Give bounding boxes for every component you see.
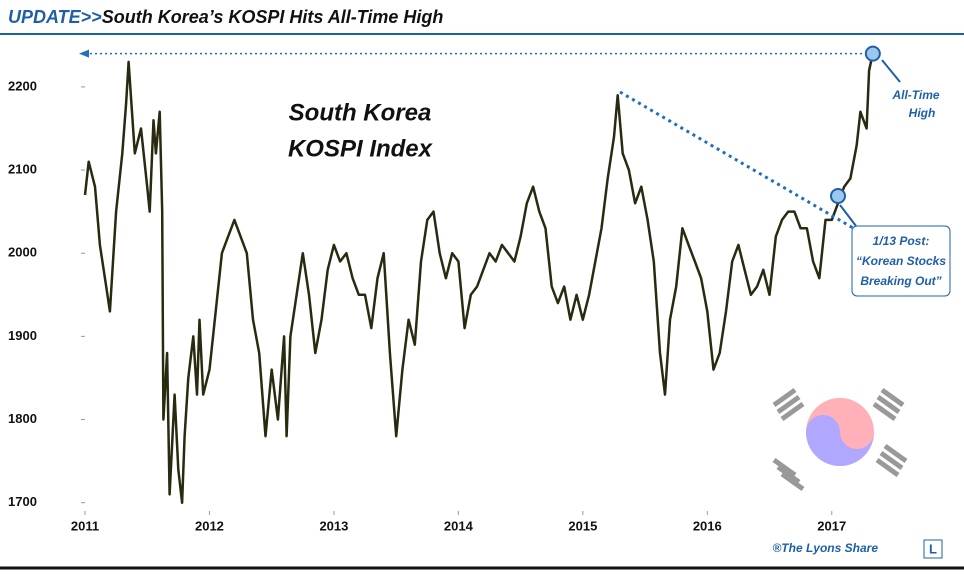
y-tick-label: 2200 [8,78,37,93]
title-text: South Korea’s KOSPI Hits All-Time High [102,7,444,27]
price-line [83,53,875,504]
post-box [851,225,951,297]
y-tick-label: 1900 [8,328,37,343]
post-marker [830,188,846,204]
post-annotation: 1/13 Post: [873,234,930,248]
logo: L [929,541,937,556]
y-tick-label: 1700 [8,494,37,509]
subtitle: South Korea [289,99,432,126]
taeguk-lower [806,415,874,466]
trigrams [772,387,908,492]
title-prefix: UPDATE>> [8,7,102,27]
ath-annotation: All-Time [891,88,939,102]
high-arrow [79,49,89,58]
x-tick-label: 2011 [71,518,99,533]
x-tick-label: 2013 [319,518,348,533]
y-tick-label: 2000 [8,245,37,260]
trend-line [619,90,861,234]
post-annotation: “Korean Stocks [856,254,946,268]
post-annotation: Breaking Out” [860,274,941,288]
chart-title: UPDATE>>South Korea’s KOSPI Hits All-Tim… [8,7,443,27]
logo-box [923,539,943,559]
ath-annotation: High [909,106,936,120]
subtitle: KOSPI Index [288,135,434,162]
x-tick-label: 2014 [444,518,474,533]
x-tick-label: 2012 [195,518,224,533]
ath-pointer [881,59,901,83]
y-tick-label: 2100 [8,161,37,176]
x-tick-label: 2015 [568,518,597,533]
post-pointer [839,204,857,227]
credit: ®The Lyons Share [772,541,878,555]
y-tick-label: 1800 [8,411,37,426]
high-marker [864,45,881,62]
x-tick-label: 2016 [693,518,722,533]
x-tick-label: 2017 [817,518,846,533]
flag [772,387,908,492]
